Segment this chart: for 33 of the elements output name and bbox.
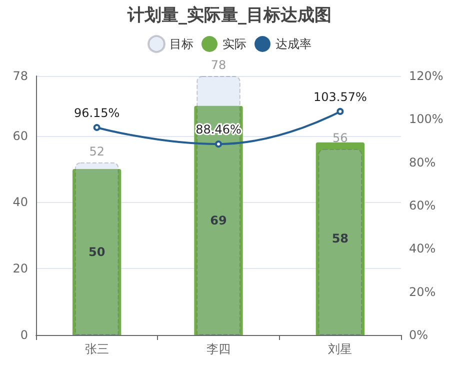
- data-label: 52: [89, 144, 104, 158]
- legend-label: 达成率: [276, 37, 312, 51]
- data-label: 56: [332, 131, 348, 146]
- data-label: 96.15%: [74, 106, 120, 120]
- data-label: 88.46%: [196, 122, 242, 137]
- point: [336, 108, 344, 115]
- y2-tick-label: 100%: [409, 112, 444, 126]
- y2-tick-label: 40%: [409, 242, 436, 256]
- y2-tick-label: 80%: [409, 155, 436, 170]
- x-tick-label: 刘星: [328, 342, 352, 356]
- point: [93, 124, 100, 131]
- data-label: 103.57%: [313, 90, 367, 104]
- y-tick-label: 20: [12, 262, 28, 276]
- bar: [194, 106, 243, 335]
- chart-title: 计划量_实际量_目标达成图: [126, 6, 332, 26]
- point: [215, 140, 222, 148]
- y2-tick-label: 120%: [409, 69, 444, 83]
- legend-label: 实际: [222, 37, 246, 51]
- y-tick-label: 78: [12, 69, 28, 83]
- bar: [196, 76, 240, 335]
- y-tick-label: 40: [12, 195, 28, 210]
- x-tick-label: 李四: [206, 342, 230, 356]
- data-label: 58: [332, 232, 349, 246]
- x-tick-label: 张三: [84, 342, 109, 356]
- data-label: 69: [210, 213, 227, 228]
- y2-tick-label: 0%: [409, 328, 428, 342]
- y2-tick-label: 20%: [409, 284, 436, 299]
- legend-label: 目标: [170, 37, 194, 51]
- data-label: 78: [210, 58, 226, 72]
- data-label: 50: [88, 244, 106, 259]
- y2-tick-label: 60%: [409, 198, 436, 212]
- y-tick-label: 0: [20, 328, 28, 342]
- y-tick-label: 60: [12, 128, 28, 143]
